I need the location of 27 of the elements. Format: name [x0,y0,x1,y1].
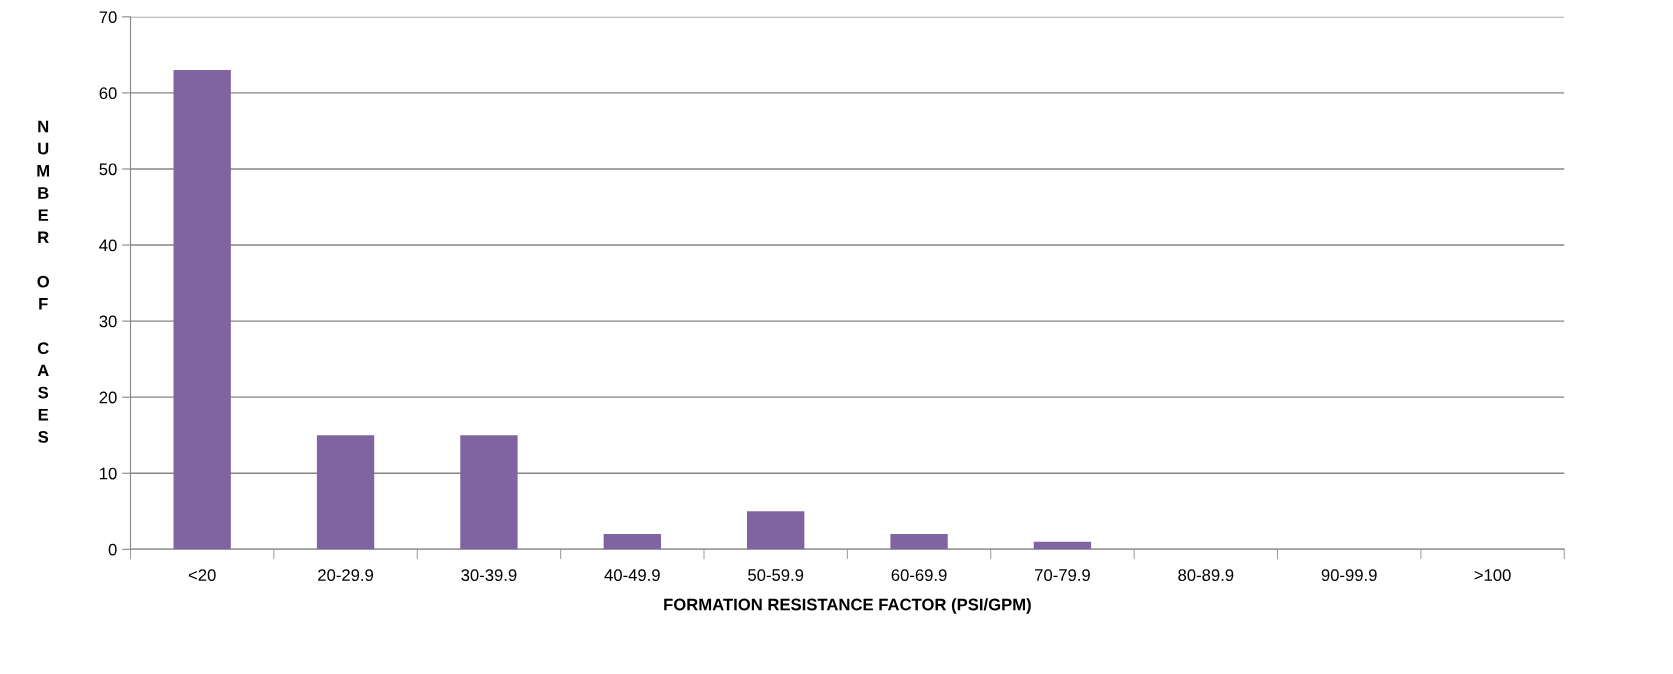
x-tick-label: 70-79.9 [1035,569,1090,581]
y-tick-label: 60 [99,87,117,100]
y-tick-label: 20 [99,391,117,404]
bar [747,511,805,550]
y-tick-label: 40 [99,239,117,252]
bar [460,435,518,550]
x-axis-title: FORMATION RESISTANCE FACTOR (PSI/GPM) [664,598,1031,614]
bar [316,435,375,550]
y-tick-label: 10 [100,467,117,480]
bar [603,534,661,550]
x-tick-label: 30-39.9 [461,569,517,581]
x-tick-label: 80-89.9 [1178,569,1234,581]
bar [890,534,948,550]
text: NUMBER OF CASES [37,120,50,443]
x-tick-label: 50-59.9 [748,569,804,581]
bar [173,70,231,550]
x-tick-label: 90-99.9 [1321,569,1377,581]
x-tick-label: 20-29.9 [318,569,374,581]
y-tick-label: 70 [99,11,117,24]
x-tick-label: <20 [188,569,216,581]
bar [1033,541,1092,550]
y-tick-label: 0 [108,543,117,556]
x-tick-label: >100 [1474,569,1511,581]
x-tick-label: 40-49.9 [604,569,660,581]
y-tick-label: 30 [99,315,117,328]
x-tick-label: 60-69.9 [891,569,947,581]
y-tick-label: 50 [99,163,117,176]
